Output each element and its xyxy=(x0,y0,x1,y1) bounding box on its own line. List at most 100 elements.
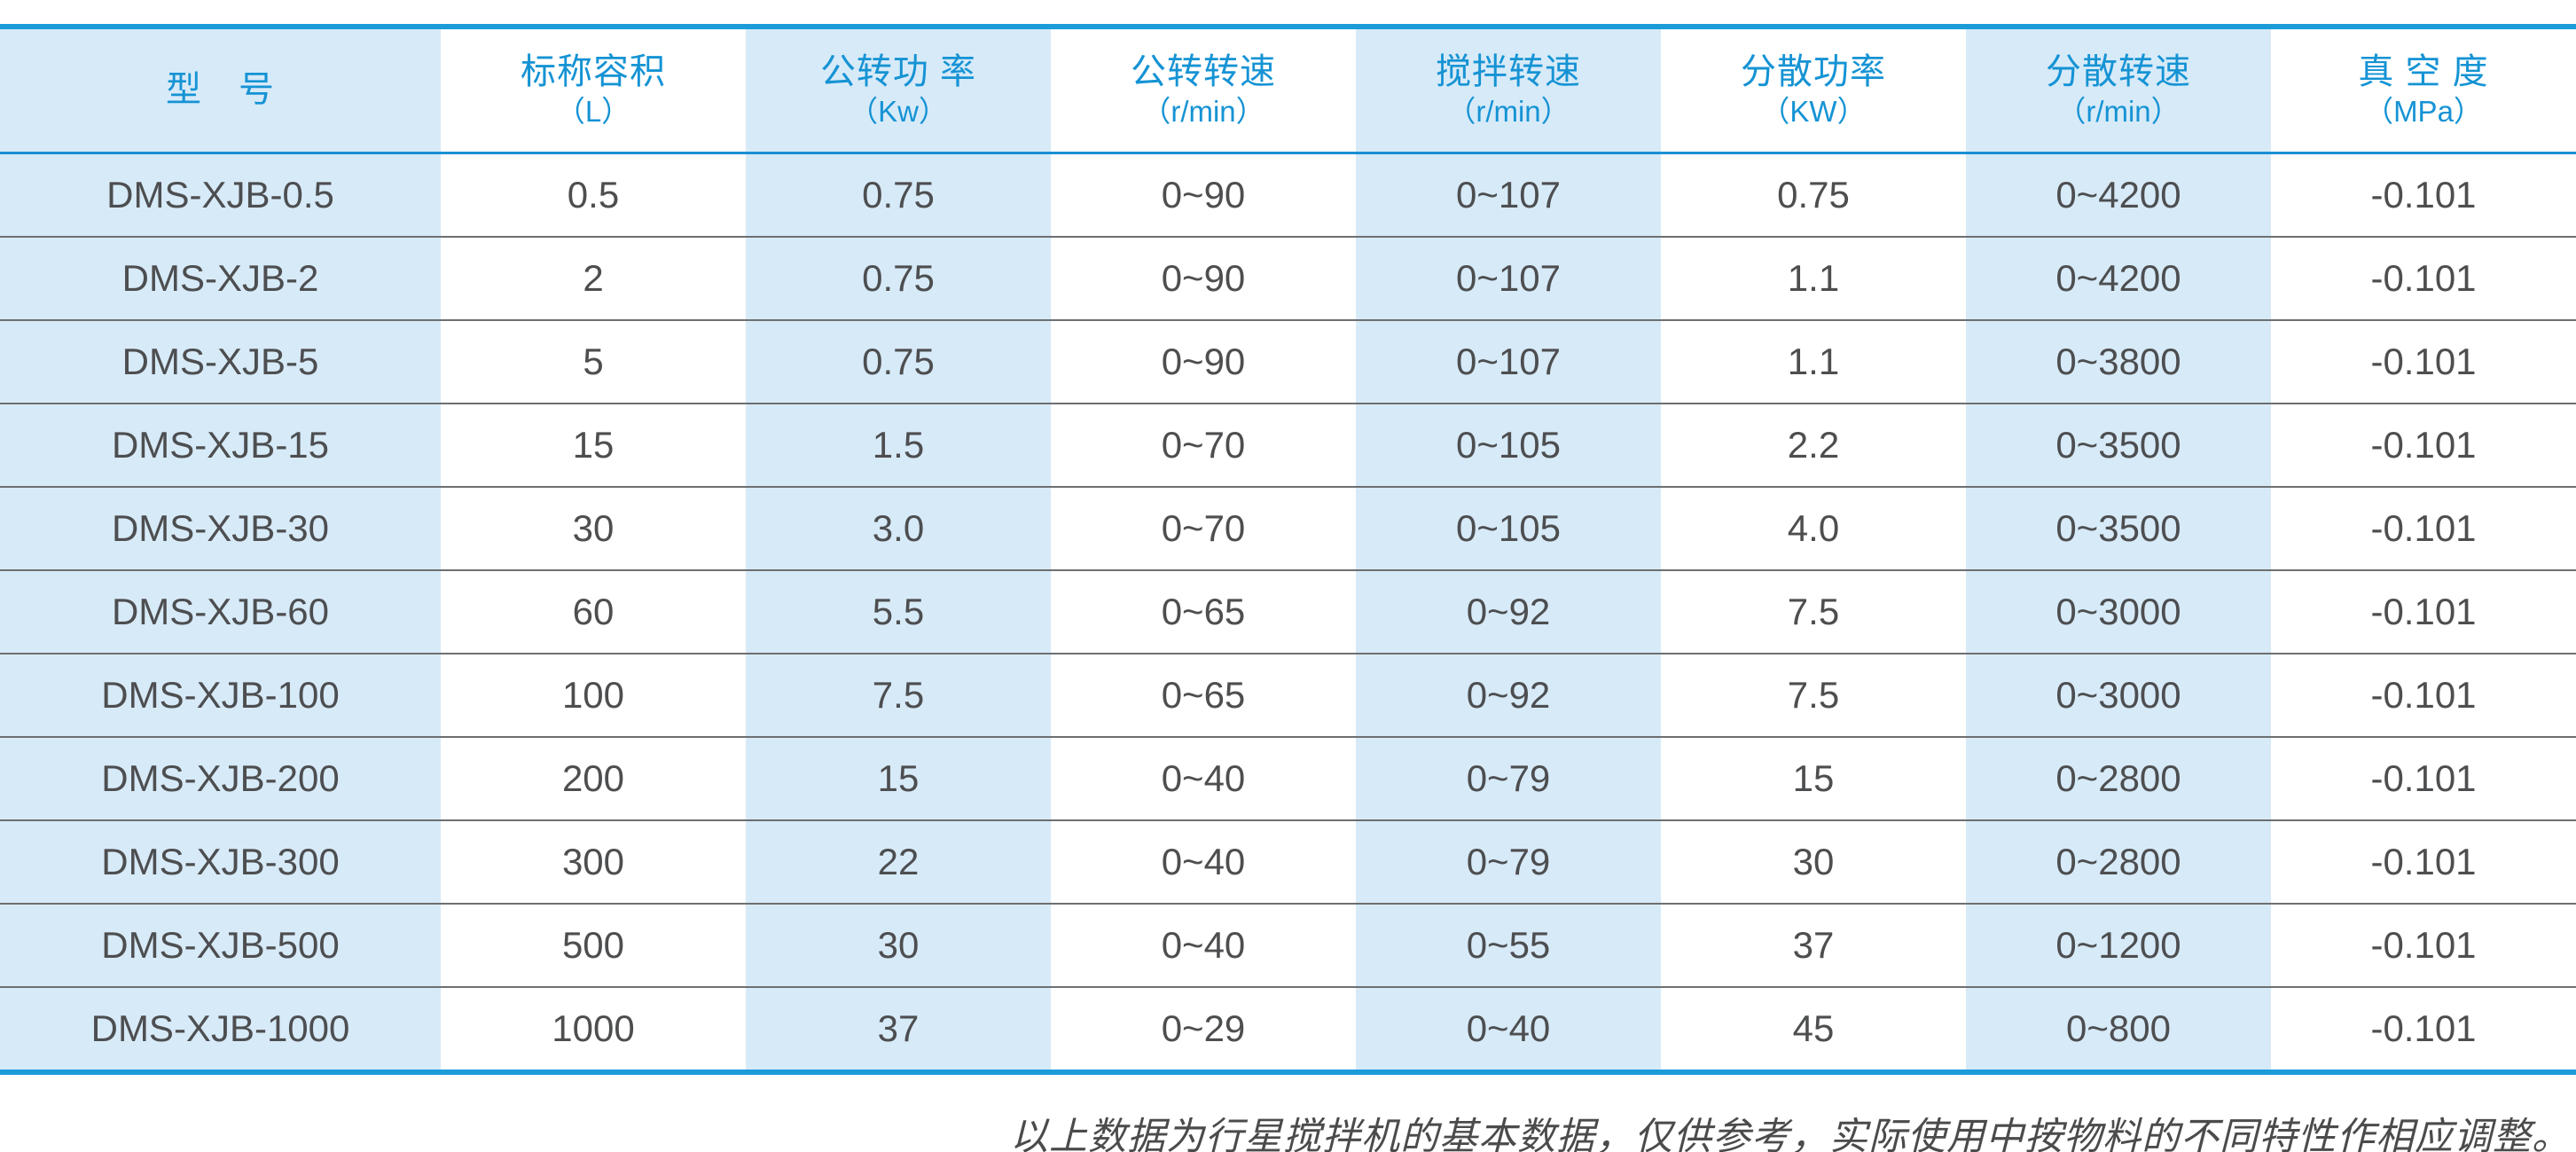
cell-stirring-speed: 0~107 xyxy=(1356,321,1661,403)
cell-nominal-volume: 2 xyxy=(441,238,746,319)
column-header-vacuum-degree: 真 空 度 （MPa） xyxy=(2271,29,2576,152)
cell-model: DMS-XJB-500 xyxy=(0,905,441,986)
cell-dispersing-speed: 0~2800 xyxy=(1966,738,2271,819)
cell-revolution-speed: 0~65 xyxy=(1051,654,1356,736)
cell-vacuum-degree: -0.101 xyxy=(2271,905,2576,986)
column-unit: （r/min） xyxy=(1141,95,1265,129)
column-unit: （KW） xyxy=(1760,95,1867,129)
cell-revolution-speed: 0~90 xyxy=(1051,154,1356,236)
table-row: DMS-XJB-5 5 0.75 0~90 0~107 1.1 0~3800 -… xyxy=(0,319,2576,403)
cell-model: DMS-XJB-60 xyxy=(0,571,441,653)
cell-dispersing-speed: 0~800 xyxy=(1966,988,2271,1070)
cell-revolution-power: 7.5 xyxy=(746,654,1051,736)
cell-dispersing-speed: 0~1200 xyxy=(1966,905,2271,986)
cell-nominal-volume: 300 xyxy=(441,821,746,903)
cell-dispersing-power: 1.1 xyxy=(1661,321,1966,403)
table-row: DMS-XJB-15 15 1.5 0~70 0~105 2.2 0~3500 … xyxy=(0,403,2576,486)
table-row: DMS-XJB-200 200 15 0~40 0~79 15 0~2800 -… xyxy=(0,736,2576,819)
table-row: DMS-XJB-30 30 3.0 0~70 0~105 4.0 0~3500 … xyxy=(0,486,2576,569)
cell-revolution-power: 0.75 xyxy=(746,154,1051,236)
cell-revolution-power: 30 xyxy=(746,905,1051,986)
cell-dispersing-speed: 0~2800 xyxy=(1966,821,2271,903)
cell-model: DMS-XJB-30 xyxy=(0,488,441,569)
cell-stirring-speed: 0~105 xyxy=(1356,404,1661,486)
table-row: DMS-XJB-300 300 22 0~40 0~79 30 0~2800 -… xyxy=(0,819,2576,903)
cell-nominal-volume: 100 xyxy=(441,654,746,736)
spec-table: 型 号 标称容积 （L） 公转功 率 （Kw） 公转转速 （r/min） 搅拌转… xyxy=(0,24,2576,1075)
column-header-model: 型 号 xyxy=(0,29,441,152)
column-unit: （r/min） xyxy=(1446,95,1570,129)
cell-stirring-speed: 0~92 xyxy=(1356,654,1661,736)
cell-revolution-power: 3.0 xyxy=(746,488,1051,569)
cell-revolution-speed: 0~40 xyxy=(1051,821,1356,903)
cell-vacuum-degree: -0.101 xyxy=(2271,154,2576,236)
cell-model: DMS-XJB-300 xyxy=(0,821,441,903)
cell-model: DMS-XJB-5 xyxy=(0,321,441,403)
table-row: DMS-XJB-1000 1000 37 0~29 0~40 45 0~800 … xyxy=(0,986,2576,1070)
cell-dispersing-speed: 0~3500 xyxy=(1966,488,2271,569)
cell-revolution-speed: 0~90 xyxy=(1051,321,1356,403)
cell-nominal-volume: 1000 xyxy=(441,988,746,1070)
column-header-revolution-power: 公转功 率 （Kw） xyxy=(746,29,1051,152)
cell-dispersing-power: 37 xyxy=(1661,905,1966,986)
table-row: DMS-XJB-0.5 0.5 0.75 0~90 0~107 0.75 0~4… xyxy=(0,154,2576,236)
cell-revolution-speed: 0~40 xyxy=(1051,738,1356,819)
column-title: 搅拌转速 xyxy=(1436,51,1581,91)
column-title: 型 号 xyxy=(166,70,275,110)
cell-vacuum-degree: -0.101 xyxy=(2271,821,2576,903)
cell-dispersing-power: 2.2 xyxy=(1661,404,1966,486)
cell-vacuum-degree: -0.101 xyxy=(2271,571,2576,653)
column-header-dispersing-power: 分散功率 （KW） xyxy=(1661,29,1966,152)
column-header-revolution-speed: 公转转速 （r/min） xyxy=(1051,29,1356,152)
column-title: 公转功 率 xyxy=(819,51,977,91)
cell-revolution-speed: 0~70 xyxy=(1051,404,1356,486)
cell-model: DMS-XJB-200 xyxy=(0,738,441,819)
cell-nominal-volume: 0.5 xyxy=(441,154,746,236)
column-header-dispersing-speed: 分散转速 （r/min） xyxy=(1966,29,2271,152)
cell-revolution-speed: 0~65 xyxy=(1051,571,1356,653)
cell-stirring-speed: 0~107 xyxy=(1356,154,1661,236)
cell-revolution-power: 5.5 xyxy=(746,571,1051,653)
cell-dispersing-speed: 0~3000 xyxy=(1966,571,2271,653)
table-row: DMS-XJB-2 2 0.75 0~90 0~107 1.1 0~4200 -… xyxy=(0,236,2576,319)
cell-model: DMS-XJB-2 xyxy=(0,238,441,319)
cell-dispersing-speed: 0~3000 xyxy=(1966,654,2271,736)
column-title: 分散功率 xyxy=(1741,51,1886,91)
column-unit: （MPa） xyxy=(2364,95,2483,129)
column-title: 公转转速 xyxy=(1131,51,1276,91)
cell-stirring-speed: 0~55 xyxy=(1356,905,1661,986)
cell-dispersing-power: 0.75 xyxy=(1661,154,1966,236)
cell-model: DMS-XJB-100 xyxy=(0,654,441,736)
cell-nominal-volume: 30 xyxy=(441,488,746,569)
cell-dispersing-speed: 0~4200 xyxy=(1966,238,2271,319)
cell-model: DMS-XJB-0.5 xyxy=(0,154,441,236)
table-row: DMS-XJB-100 100 7.5 0~65 0~92 7.5 0~3000… xyxy=(0,653,2576,736)
cell-vacuum-degree: -0.101 xyxy=(2271,988,2576,1070)
cell-nominal-volume: 15 xyxy=(441,404,746,486)
column-header-nominal-volume: 标称容积 （L） xyxy=(441,29,746,152)
column-title: 标称容积 xyxy=(521,51,666,91)
cell-nominal-volume: 5 xyxy=(441,321,746,403)
cell-dispersing-power: 45 xyxy=(1661,988,1966,1070)
cell-dispersing-speed: 0~4200 xyxy=(1966,154,2271,236)
cell-vacuum-degree: -0.101 xyxy=(2271,321,2576,403)
cell-vacuum-degree: -0.101 xyxy=(2271,738,2576,819)
footnote-text: 以上数据为行星搅拌机的基本数据，仅供参考，实际使用中按物料的不同特性作相应调整。 xyxy=(1010,1115,2571,1152)
cell-model: DMS-XJB-15 xyxy=(0,404,441,486)
cell-stirring-speed: 0~105 xyxy=(1356,488,1661,569)
cell-dispersing-power: 4.0 xyxy=(1661,488,1966,569)
cell-revolution-power: 0.75 xyxy=(746,321,1051,403)
column-header-stirring-speed: 搅拌转速 （r/min） xyxy=(1356,29,1661,152)
cell-stirring-speed: 0~79 xyxy=(1356,738,1661,819)
cell-dispersing-power: 7.5 xyxy=(1661,571,1966,653)
cell-revolution-speed: 0~29 xyxy=(1051,988,1356,1070)
cell-vacuum-degree: -0.101 xyxy=(2271,654,2576,736)
cell-revolution-speed: 0~40 xyxy=(1051,905,1356,986)
cell-stirring-speed: 0~92 xyxy=(1356,571,1661,653)
cell-stirring-speed: 0~107 xyxy=(1356,238,1661,319)
column-unit: （Kw） xyxy=(849,95,948,129)
cell-stirring-speed: 0~40 xyxy=(1356,988,1661,1070)
column-title: 分散转速 xyxy=(2046,51,2191,91)
cell-dispersing-speed: 0~3800 xyxy=(1966,321,2271,403)
cell-dispersing-power: 30 xyxy=(1661,821,1966,903)
